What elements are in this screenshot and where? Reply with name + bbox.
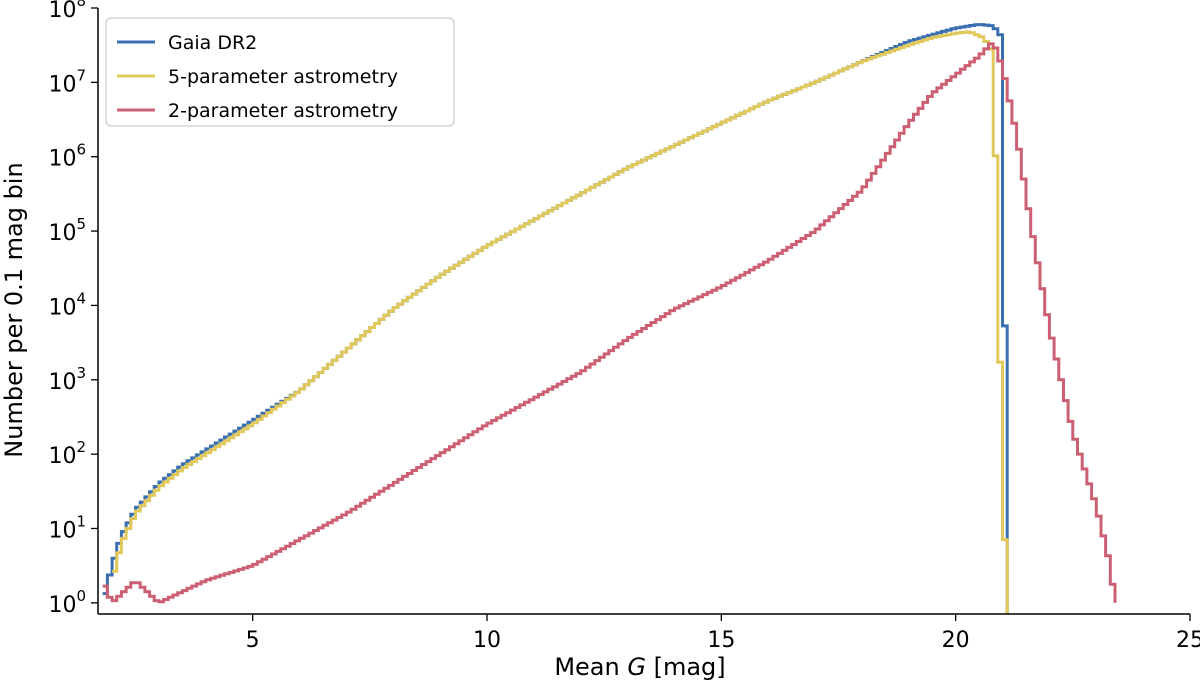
- y-tick-label: 106: [48, 141, 86, 172]
- x-tick-label: 20: [942, 628, 970, 653]
- legend-label: 5-parameter astrometry: [168, 66, 398, 88]
- legend-entry: 5-parameter astrometry: [117, 66, 398, 88]
- x-tick-label: 5: [246, 628, 260, 653]
- legend-label: Gaia DR2: [168, 32, 257, 54]
- x-axis-label: Mean G [mag]: [554, 653, 725, 681]
- x-tick-label: 25: [1176, 628, 1200, 653]
- y-tick-label: 105: [48, 215, 86, 246]
- y-tick-label: 100: [48, 587, 86, 618]
- y-ticks: 100 101 102 103 104 105 106 107 108: [48, 0, 98, 618]
- y-tick-label: 102: [48, 438, 86, 469]
- y-axis-label: Number per 0.1 mag bin: [0, 162, 28, 457]
- y-tick-label: 104: [48, 289, 86, 320]
- legend-entry: Gaia DR2: [117, 32, 257, 54]
- y-tick-label: 103: [48, 364, 86, 395]
- legend-entry: 2-parameter astrometry: [117, 100, 398, 122]
- plot-area: [102, 23, 1117, 614]
- x-tick-label: 10: [473, 628, 501, 653]
- legend: Gaia DR2 5-parameter astrometry 2-parame…: [105, 17, 455, 127]
- y-tick-label: 107: [48, 66, 86, 97]
- y-tick-label: 108: [48, 0, 86, 23]
- y-tick-label: 101: [48, 512, 86, 543]
- x-ticks: 5 10 15 20 25: [246, 614, 1200, 653]
- series-line: [112, 30, 1009, 614]
- legend-box: [105, 17, 455, 127]
- legend-label: 2-parameter astrometry: [168, 100, 398, 122]
- x-tick-label: 15: [707, 628, 735, 653]
- series-line: [102, 42, 1117, 604]
